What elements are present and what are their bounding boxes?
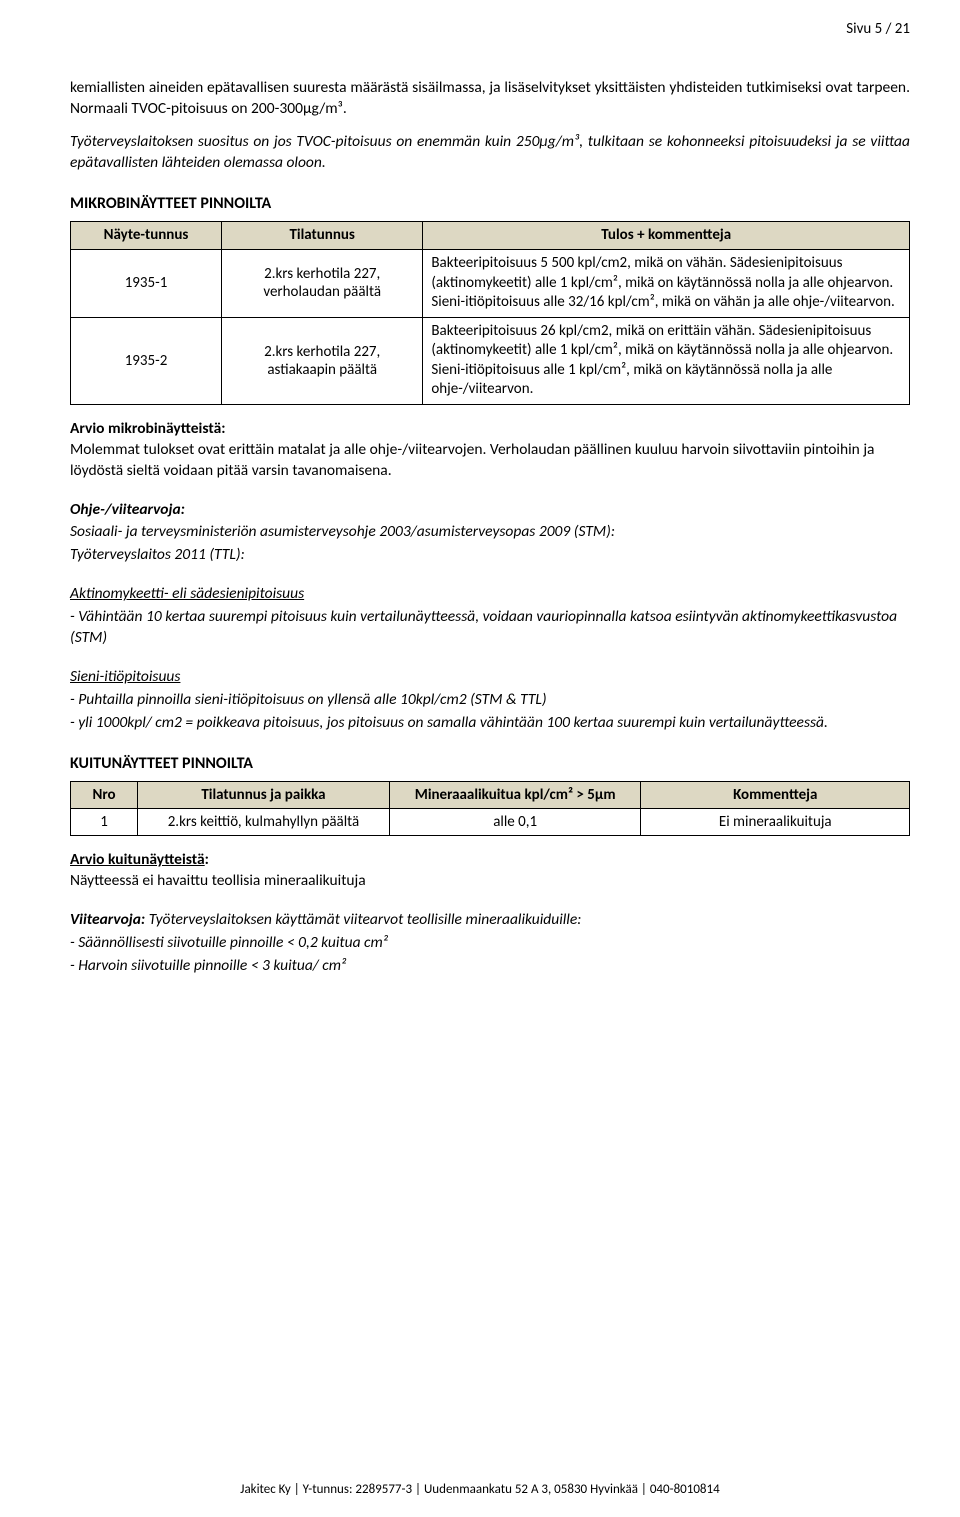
ref-title: Ohje-/viitearvoja: [70, 500, 910, 521]
assessment-title: Arvio mikrobinäytteistä: [70, 419, 226, 438]
section-title-mikrobi: MIKROBINÄYTTEET PINNOILTA [70, 194, 910, 213]
col-header: Nro [71, 781, 138, 808]
table-row: 1 2.krs keittiö, kulmahyllyn päältä alle… [71, 808, 910, 835]
col-header: Näyte-tunnus [71, 221, 222, 250]
kuitu-assess-body: Näytteessä ei havaittu teollisia mineraa… [70, 871, 910, 892]
kuitu-ref: Viitearvoja: Työterveyslaitoksen käyttäm… [70, 910, 910, 931]
row-location: 2.krs keittiö, kulmahyllyn päältä [138, 808, 390, 835]
sample-location: 2.krs kerhotila 227, verholaudan päältä [222, 250, 423, 318]
kuitu-ref-line: - Harvoin siivotuille pinnoille < 3 kuit… [70, 956, 910, 977]
col-header: Tilatunnus [222, 221, 423, 250]
sample-result: Bakteeripitoisuus 5 500 kpl/cm2, mikä on… [423, 250, 910, 318]
sample-id: 1935-2 [71, 317, 222, 404]
row-value: alle 0,1 [389, 808, 641, 835]
col-header: Tilatunnus ja paikka [138, 781, 390, 808]
sub-line: - Puhtailla pinnoilla sieni-itiöpitoisuu… [70, 690, 910, 711]
intro-paragraph-2: Työterveyslaitoksen suositus on jos TVOC… [70, 132, 910, 174]
sub-line: - yli 1000kpl/ cm2 = poikkeava pitoisuus… [70, 713, 910, 734]
kuitu-table: Nro Tilatunnus ja paikka Mineraaalikuitu… [70, 781, 910, 836]
sub-body: - Vähintään 10 kertaa suurempi pitoisuus… [70, 607, 910, 649]
row-num: 1 [71, 808, 138, 835]
table-header-row: Nro Tilatunnus ja paikka Mineraaalikuitu… [71, 781, 910, 808]
intro-paragraph-1: kemiallisten aineiden epätavallisen suur… [70, 78, 910, 120]
col-header: Mineraaalikuitua kpl/cm² > 5µm [389, 781, 641, 808]
assessment-block: Arvio mikrobinäytteistä: Molemmat tuloks… [70, 419, 910, 482]
sub-title-sieni: Sieni-itiöpitoisuus [70, 667, 910, 688]
page-footer: Jakitec Ky | Y-tunnus: 2289577-3 | Uuden… [0, 1482, 960, 1497]
kuitu-ref-title: Viitearvoja: [70, 910, 145, 929]
sample-result: Bakteeripitoisuus 26 kpl/cm2, mikä on er… [423, 317, 910, 404]
page-number: Sivu 5 / 21 [846, 20, 910, 38]
kuitu-ref-line: - Säännöllisesti siivotuille pinnoille <… [70, 933, 910, 954]
assessment-body: Molemmat tulokset ovat erittäin matalat … [70, 440, 910, 482]
col-header: Tulos + kommentteja [423, 221, 910, 250]
row-comment: Ei mineraalikuituja [641, 808, 910, 835]
sample-location: 2.krs kerhotila 227, astiakaapin päältä [222, 317, 423, 404]
mikrobi-table: Näyte-tunnus Tilatunnus Tulos + kommentt… [70, 221, 910, 405]
kuitu-ref-body: Työterveyslaitoksen käyttämät viitearvot… [145, 910, 581, 929]
table-row: 1935-1 2.krs kerhotila 227, verholaudan … [71, 250, 910, 318]
kuitu-assess-title: Arvio kuitunäytteistä: [70, 850, 209, 869]
table-row: 1935-2 2.krs kerhotila 227, astiakaapin … [71, 317, 910, 404]
table-header-row: Näyte-tunnus Tilatunnus Tulos + kommentt… [71, 221, 910, 250]
ref-line: Työterveyslaitos 2011 (TTL): [70, 545, 910, 566]
page: Sivu 5 / 21 kemiallisten aineiden epätav… [0, 0, 960, 1517]
sample-id: 1935-1 [71, 250, 222, 318]
sub-title-aktino: Aktinomykeetti- eli sädesienipitoisuus [70, 584, 910, 605]
ref-line: Sosiaali- ja terveysministeriön asumiste… [70, 522, 910, 543]
kuitu-assessment: Arvio kuitunäytteistä: Näytteessä ei hav… [70, 850, 910, 892]
section-title-kuitu: KUITUNÄYTTEET PINNOILTA [70, 754, 910, 773]
col-header: Kommentteja [641, 781, 910, 808]
